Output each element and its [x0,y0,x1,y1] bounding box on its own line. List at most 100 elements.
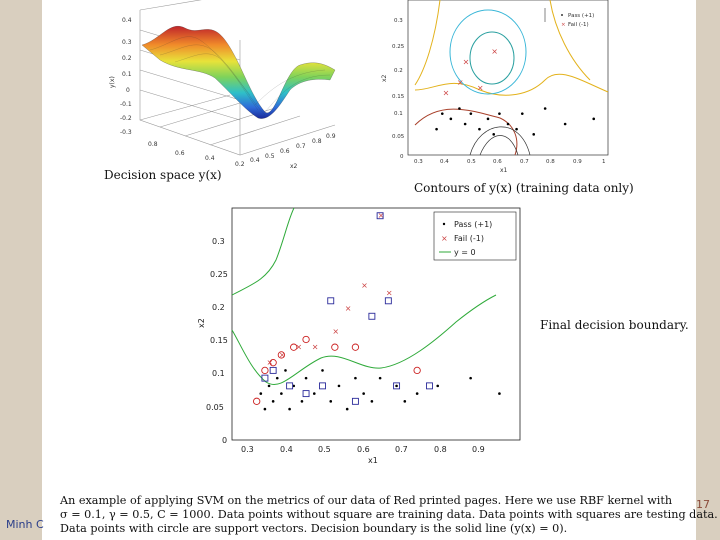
pass-point [592,117,596,121]
pass-point [292,384,296,388]
caption-final-boundary: Final decision boundary. [540,318,689,332]
testing-point [327,297,335,305]
pass-point [329,400,333,403]
legend-fail-marker: × [561,22,566,28]
pass-point [435,127,438,131]
surface-yticks: 0.4 0.5 0.6 0.7 0.8 0.9 [250,133,336,164]
ytick: 0.25 [210,270,228,279]
fail-point: × [345,304,352,313]
xtick: 0.6 [175,150,185,157]
pass-point [436,384,440,388]
pass-point [458,107,461,110]
testing-point [426,382,433,390]
pass-point [345,407,349,411]
pass-point [263,407,267,411]
support-vector-point [253,397,261,405]
surface-xlabel: x2 [290,163,298,168]
legend-fail-label: Fail (-1) [568,22,589,28]
xtick: 0.4 [440,159,449,165]
surface-zlabel: y(x) [109,76,116,88]
final-points: × × × × × × × × × [253,211,501,411]
pass-point [271,400,275,403]
fail-point: × [295,343,302,352]
contour-plot: × × × × × Pass (+1) × Fail (-1) 0.3 0.25 0.2… [381,0,609,174]
testing-point [368,312,376,320]
fail-point: × [361,281,368,290]
xtick: 0.7 [520,159,529,165]
ztick: 0.3 [122,39,132,46]
fail-point: × [279,350,286,359]
xtick: 1 [602,159,606,165]
pass-point [498,112,501,115]
testing-point [286,382,294,390]
contour-legend: Pass (+1) × Fail (-1) [544,8,594,28]
contour-points: × × × × × [435,47,596,136]
ytick: 0.1 [212,369,225,378]
pass-point [304,376,308,380]
pass-point [267,384,271,388]
ytick: 0.1 [394,111,403,117]
pass-point [532,133,536,136]
support-vector-point [261,366,269,375]
fail-point: × [443,89,450,98]
ytick: 0.3 [212,237,225,246]
ytick: 0 [222,436,227,445]
pass-point [563,122,567,126]
page-number: 17 [696,498,710,511]
caption-line: σ = 0.1, γ = 0.5, C = 1000. Data points … [60,508,718,521]
pass-point [463,122,467,126]
xtick: 0.3 [414,159,423,165]
final-xlabel: x1 [368,456,378,465]
ztick: -0.3 [120,129,132,136]
caption-line: Data points with circle are support vect… [60,522,568,535]
final-xticks: 0.3 0.4 0.5 0.6 0.7 0.8 0.9 [241,445,485,454]
contour-lines [414,0,609,156]
xtick: 0.6 [493,159,502,165]
legend-boundary-label: y = 0 [454,248,476,257]
final-boundary-plot: × × × × × × × × × Pass (+1) × Fail (-1) y = 0 0.… [197,207,521,465]
xtick: 0.2 [235,161,245,168]
pass-point [415,392,419,395]
fail-point: × [457,78,464,87]
ytick: 0.15 [210,336,228,345]
pass-point [321,369,324,372]
pass-point [395,384,398,388]
ztick: -0.2 [120,115,132,122]
ytick: 0.7 [296,143,306,150]
contour-yticks: 0.3 0.25 0.2 0.15 0.1 0.05 0 [392,18,405,160]
ytick: 0.8 [312,138,322,145]
ztick: 0.2 [122,55,132,62]
ztick: 0 [126,87,130,94]
pass-point [312,392,316,395]
fail-point: × [312,343,319,352]
testing-point [376,212,384,220]
legend-fail-marker: × [441,234,448,243]
ytick: 0.5 [265,153,275,160]
final-yticks: 0.3 0.25 0.2 0.15 0.1 0.05 0 [206,237,228,445]
ytick: 0.3 [394,18,403,24]
xtick: 0.4 [280,445,293,454]
pass-point [492,133,496,136]
support-vector-point [413,366,421,375]
pass-point [469,112,473,115]
ztick: -0.1 [120,101,132,108]
legend-pass-label: Pass (+1) [454,220,492,229]
testing-point [351,397,359,405]
xtick: 0.5 [467,159,476,165]
pass-point [449,117,453,121]
fail-point: × [463,58,470,67]
pass-point [362,392,365,395]
xtick: 0.4 [205,155,215,162]
pass-point [284,369,287,372]
xtick: 0.8 [434,445,447,454]
pass-point [440,112,444,115]
surface-xticks: 0.8 0.6 0.4 0.2 [148,141,245,168]
ytick: 0.05 [392,134,405,140]
legend-pass-marker [442,222,446,226]
caption-line: An example of applying SVM on the metric… [60,494,673,507]
support-vector-point [331,343,339,351]
pass-point [300,400,304,403]
xtick: 0.5 [318,445,331,454]
fail-point: × [386,289,393,298]
caption-decision-space: Decision space y(x) [104,168,222,182]
